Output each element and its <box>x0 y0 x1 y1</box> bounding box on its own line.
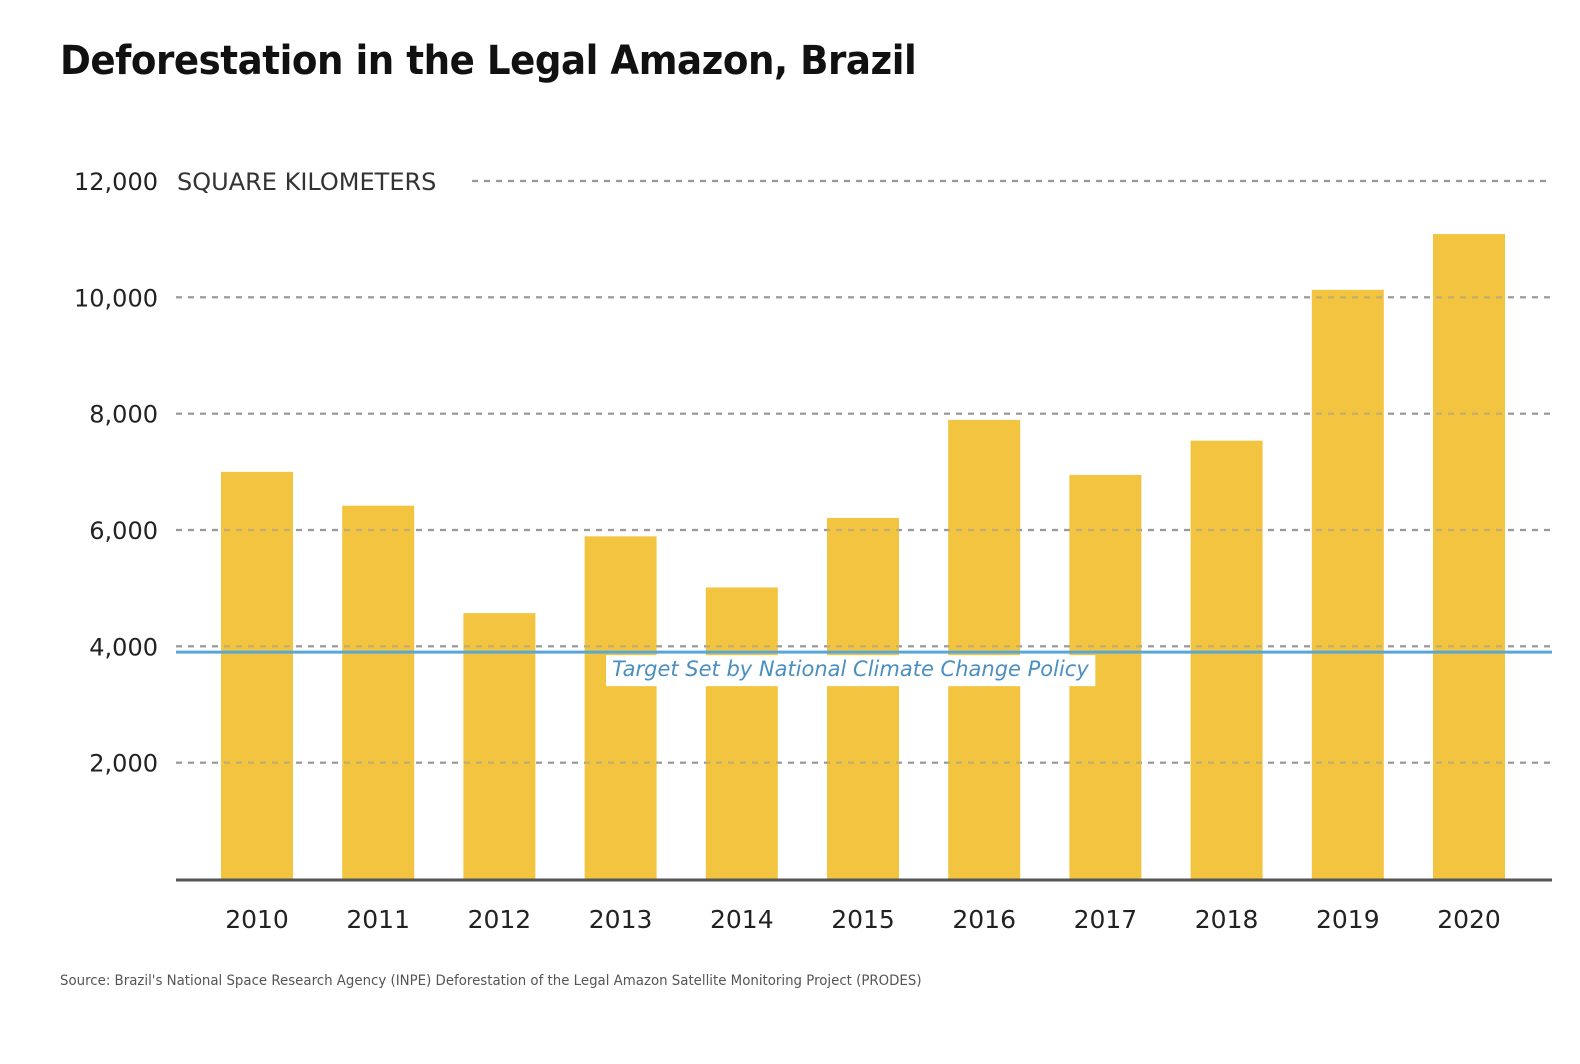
y-tick-label: 2,000 <box>89 750 158 778</box>
y-tick-label: 6,000 <box>89 517 158 545</box>
y-tick-label: 8,000 <box>89 401 158 429</box>
bar-2018 <box>1190 440 1263 879</box>
y-axis-ticks: 2,000 4,000 6,000 8,000 10,000 12,000 SQUARE K… <box>74 168 436 778</box>
x-tick-label: 2014 <box>710 905 774 934</box>
x-tick-label: 2017 <box>1074 905 1138 934</box>
x-tick-label: 2010 <box>225 905 289 934</box>
y-axis-unit-label: SQUARE KILOMETERS <box>177 168 436 196</box>
source-note: Source: Brazil's National Space Research… <box>60 973 922 989</box>
bar-2010 <box>221 471 293 879</box>
bar-2015 <box>827 517 899 879</box>
bar-2012 <box>463 613 536 879</box>
x-tick-label: 2019 <box>1316 905 1380 934</box>
bars <box>221 234 1505 880</box>
bar-2016 <box>948 419 1021 879</box>
x-axis-ticks: 2010 2011 2012 2013 2014 2015 2016 2017 2018 2019… <box>225 905 1501 934</box>
target-label: Target Set by National Climate Change Po… <box>612 657 1089 681</box>
x-tick-label: 2018 <box>1195 905 1259 934</box>
y-tick-label: 10,000 <box>74 284 158 312</box>
bar-2014 <box>705 587 778 879</box>
chart-title: Deforestation in the Legal Amazon, Brazi… <box>60 38 917 84</box>
x-tick-label: 2012 <box>468 905 532 934</box>
bar-2013 <box>584 536 657 879</box>
x-tick-label: 2013 <box>589 905 653 934</box>
target-reference: Target Set by National Climate Change Po… <box>176 650 1552 687</box>
target-label-background <box>606 655 1096 687</box>
gridlines-overlay <box>176 179 1552 764</box>
x-tick-label: 2020 <box>1437 905 1501 934</box>
bar-2020 <box>1433 234 1505 880</box>
y-tick-label: 4,000 <box>89 633 158 661</box>
bar-2011 <box>342 505 415 879</box>
x-tick-label: 2015 <box>831 905 895 934</box>
bar-2019 <box>1311 289 1384 879</box>
y-tick-label: 12,000 <box>74 168 158 196</box>
x-tick-label: 2016 <box>952 905 1016 934</box>
x-tick-label: 2011 <box>346 905 410 934</box>
